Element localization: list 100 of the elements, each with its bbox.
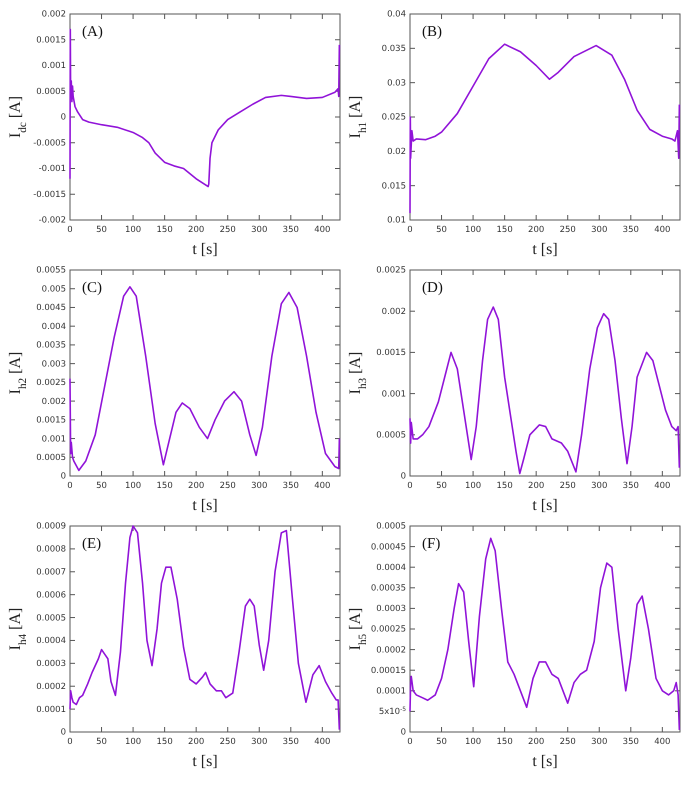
y-tick-label: 0 bbox=[400, 472, 406, 482]
y-tick-label: 0.0005 bbox=[36, 86, 66, 97]
y-tick-label: 0.0005 bbox=[376, 522, 406, 532]
x-tick-label: 300 bbox=[591, 225, 608, 235]
x-tick-label: 50 bbox=[96, 481, 107, 491]
x-tick-label: 0 bbox=[407, 225, 413, 235]
y-tick-label: 0.0005 bbox=[376, 430, 406, 441]
x-tick-label: 0 bbox=[67, 481, 73, 491]
y-tick-label: 0.00025 bbox=[370, 624, 406, 635]
y-tick-label: 0.025 bbox=[382, 112, 406, 123]
x-tick-label: 400 bbox=[654, 737, 670, 747]
y-tick-label: 0 bbox=[400, 728, 406, 738]
x-tick-label: 400 bbox=[314, 481, 330, 491]
y-tick-label: 0.0015 bbox=[36, 416, 66, 426]
x-tick-label: 150 bbox=[156, 225, 173, 235]
y-tick-label: 0.04 bbox=[387, 10, 406, 20]
y-tick-label: 0.0015 bbox=[36, 35, 66, 46]
annotation: (A) bbox=[82, 24, 103, 40]
x-tick-label: 50 bbox=[436, 737, 447, 747]
x-tick-label: 300 bbox=[251, 225, 268, 235]
y-tick-label: 0.00045 bbox=[370, 542, 406, 552]
y-tick-label: 0.0025 bbox=[376, 266, 406, 276]
y-tick-label: 0 bbox=[60, 472, 66, 482]
x-tick-label: 350 bbox=[622, 737, 639, 747]
x-tick-label: 250 bbox=[220, 225, 236, 235]
x-tick-label: 200 bbox=[188, 225, 204, 235]
y-tick-label: 0.0005 bbox=[36, 613, 66, 624]
x-tick-label: 150 bbox=[496, 225, 513, 235]
x-tick-label: 150 bbox=[496, 737, 513, 747]
x-tick-label: 100 bbox=[464, 481, 482, 491]
x-tick-label: 100 bbox=[464, 737, 482, 747]
y-tick-label: 0.0009 bbox=[36, 522, 66, 532]
x-axis-title: t [s] bbox=[192, 241, 218, 258]
y-tick-label: 0.0004 bbox=[36, 636, 66, 646]
y-tick-label: -0.001 bbox=[38, 164, 66, 174]
y-tick-label: 0.0055 bbox=[36, 266, 66, 276]
y-tick-label: 0.0002 bbox=[376, 645, 406, 656]
line-series bbox=[409, 43, 680, 214]
x-tick-label: 200 bbox=[188, 481, 204, 491]
x-axis-title: t [s] bbox=[532, 497, 558, 514]
x-tick-label: 50 bbox=[436, 481, 447, 491]
x-tick-label: 250 bbox=[560, 481, 576, 491]
y-tick-label: 5x10$^{-5}$ bbox=[378, 706, 406, 718]
y-tick-label: 0.0004 bbox=[376, 562, 406, 573]
x-tick-label: 150 bbox=[156, 481, 173, 491]
x-tick-label: 0 bbox=[67, 737, 73, 747]
annotation: (E) bbox=[82, 536, 102, 552]
y-tick-label: 0.002 bbox=[42, 396, 66, 407]
y-tick-label: 0.0003 bbox=[36, 659, 66, 670]
x-tick-label: 50 bbox=[436, 225, 447, 235]
x-tick-label: 350 bbox=[282, 225, 299, 235]
y-tick-label: 0.002 bbox=[382, 306, 406, 317]
y-tick-label: 0.0006 bbox=[36, 590, 66, 600]
y-tick-label: 0.00015 bbox=[370, 666, 406, 676]
x-axis-title: t [s] bbox=[192, 497, 218, 514]
annotation: (F) bbox=[422, 536, 440, 552]
line-series bbox=[409, 306, 680, 474]
annotation: (C) bbox=[82, 280, 102, 296]
y-tick-label: 0.0001 bbox=[376, 686, 406, 697]
y-tick-label: 0.0007 bbox=[36, 568, 66, 578]
x-tick-label: 350 bbox=[282, 481, 299, 491]
y-tick-label: 0.0008 bbox=[36, 544, 66, 555]
x-tick-label: 50 bbox=[96, 225, 107, 235]
y-tick-label: 0.03 bbox=[387, 78, 406, 88]
x-tick-label: 100 bbox=[464, 225, 482, 235]
x-tick-label: 50 bbox=[96, 737, 107, 747]
x-tick-label: 100 bbox=[124, 481, 142, 491]
x-tick-label: 250 bbox=[220, 737, 236, 747]
x-tick-label: 200 bbox=[188, 737, 204, 747]
x-tick-label: 200 bbox=[528, 225, 544, 235]
x-tick-label: 300 bbox=[591, 737, 608, 747]
x-tick-label: 300 bbox=[591, 481, 608, 491]
y-tick-label: 0.001 bbox=[42, 434, 66, 444]
x-tick-label: 0 bbox=[407, 737, 413, 747]
x-tick-label: 400 bbox=[654, 225, 670, 235]
y-tick-label: 0.02 bbox=[387, 147, 406, 158]
x-tick-label: 0 bbox=[67, 225, 73, 235]
y-tick-label: -0.002 bbox=[38, 216, 66, 226]
y-tick-label: 0.035 bbox=[382, 44, 406, 54]
x-tick-label: 250 bbox=[560, 225, 576, 235]
line-series bbox=[69, 525, 340, 731]
x-tick-label: 200 bbox=[528, 481, 544, 491]
y-tick-label: 0 bbox=[60, 112, 66, 123]
x-axis-title: t [s] bbox=[532, 241, 558, 258]
y-tick-label: 0.0001 bbox=[36, 704, 66, 715]
y-tick-label: 0.0045 bbox=[36, 303, 66, 314]
y-tick-label: 0.005 bbox=[42, 284, 66, 294]
y-tick-label: 0.0035 bbox=[36, 340, 66, 351]
y-tick-label: 0.001 bbox=[42, 61, 66, 72]
x-tick-label: 250 bbox=[220, 481, 236, 491]
x-axis-title: t [s] bbox=[532, 753, 558, 770]
annotation: (D) bbox=[422, 280, 443, 296]
y-tick-label: 0.002 bbox=[42, 10, 66, 20]
y-tick-label: 0.0025 bbox=[36, 378, 66, 388]
y-tick-label: 0.00035 bbox=[370, 584, 406, 594]
y-tick-label: 0.003 bbox=[42, 359, 66, 370]
y-tick-label: 0 bbox=[60, 728, 66, 738]
y-tick-label: 0.0005 bbox=[36, 452, 66, 463]
line-series bbox=[409, 538, 680, 731]
x-tick-label: 200 bbox=[528, 737, 544, 747]
